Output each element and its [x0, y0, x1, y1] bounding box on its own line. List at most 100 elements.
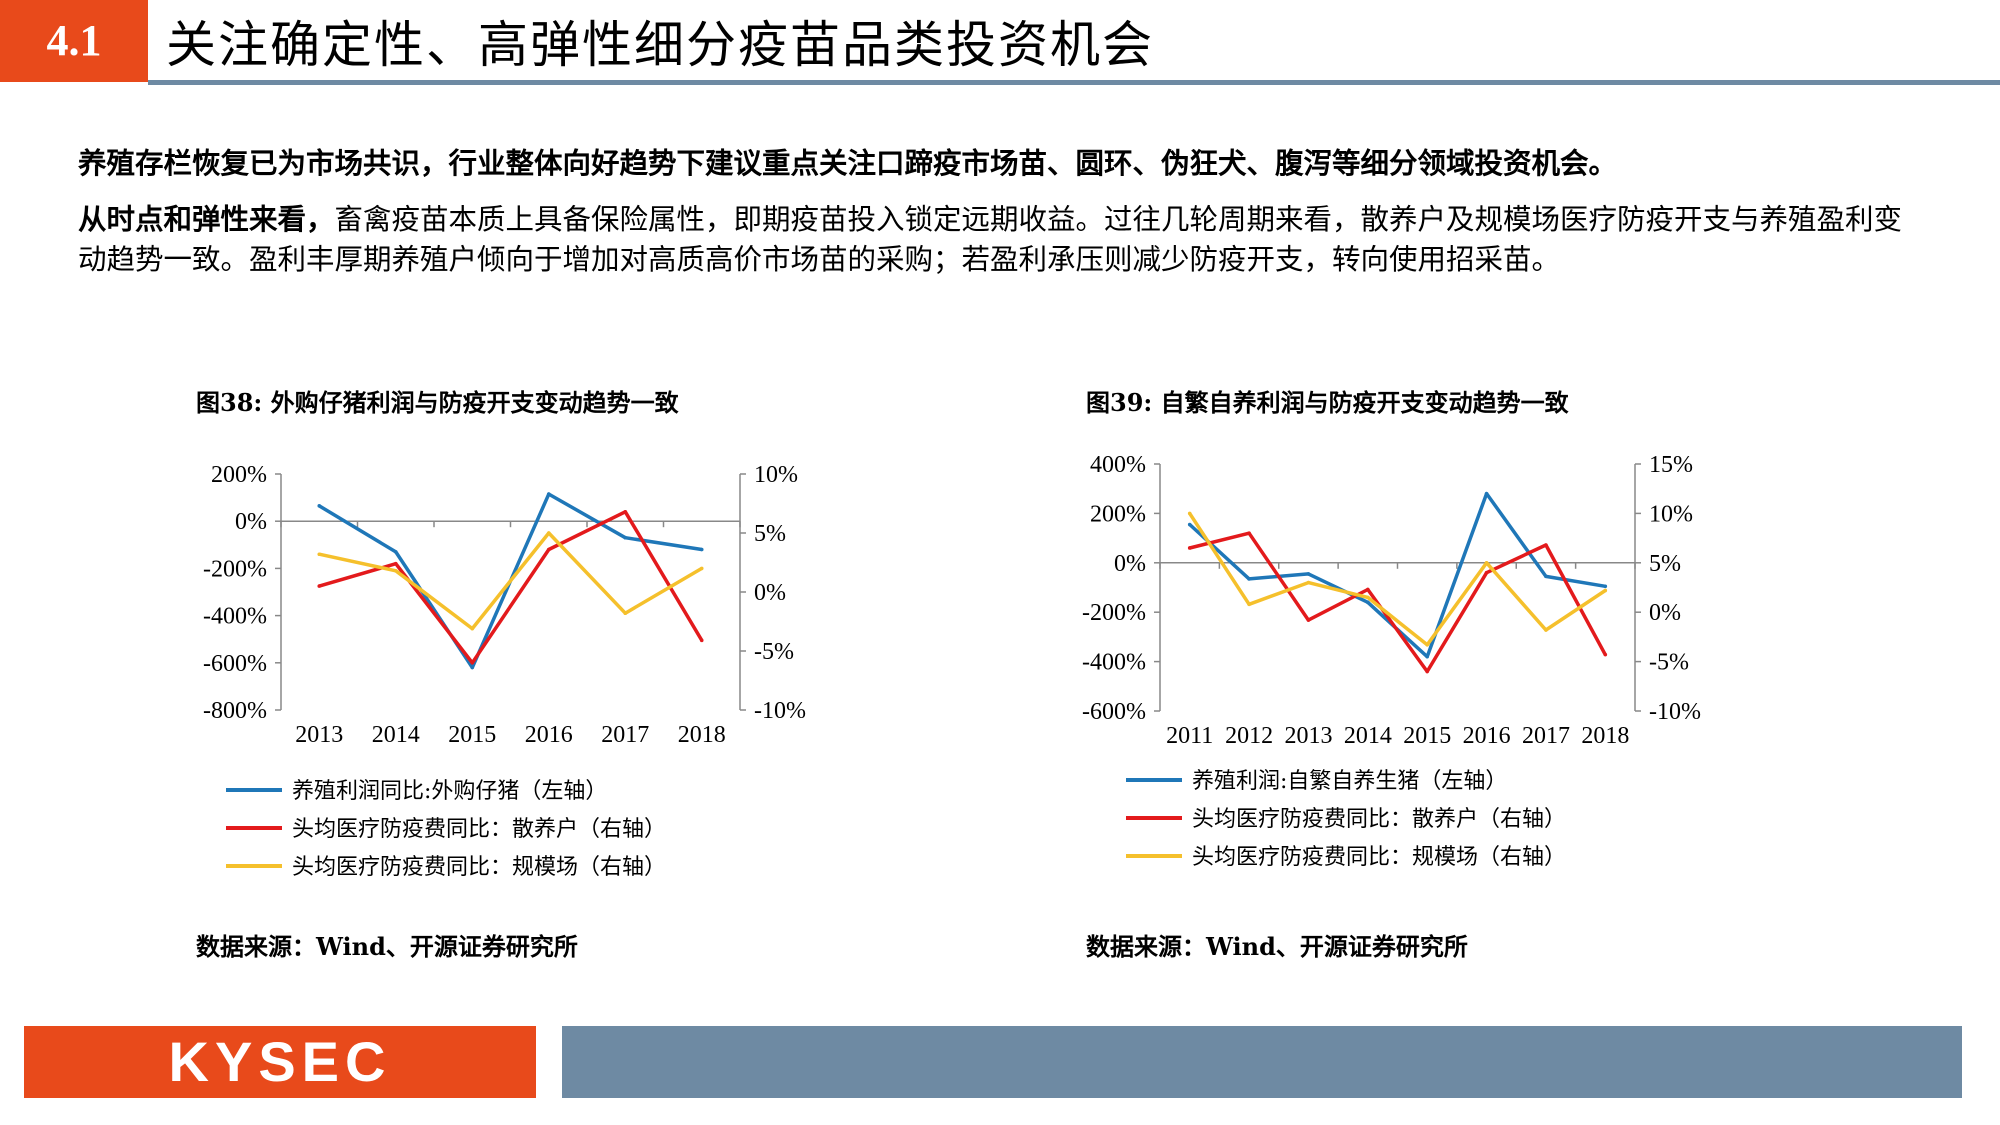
right-axis-tick-label: -5%	[1649, 650, 1689, 676]
series-3-point	[1306, 580, 1311, 585]
series-2-point	[623, 509, 628, 514]
series-2-point	[1187, 546, 1192, 550]
left-axis-tick-label: -400%	[1082, 650, 1146, 676]
series-line-3	[1188, 512, 1607, 647]
figure-39-chart: -600% -400% -200% 0% 200% 400% -10% -5% 0% 5% 10% 1…	[1082, 452, 1701, 870]
category-tick-label: 2012	[1225, 723, 1273, 749]
legend-label-1: 养殖利润同比:外购仔猪（左轴）	[292, 779, 607, 804]
right-axis-tick-label: -10%	[1649, 699, 1701, 725]
category-tick-label: 2016	[525, 722, 573, 748]
page-title: 关注确定性、高弹性细分疫苗品类投资机会	[166, 16, 1154, 74]
series-1-point	[546, 492, 551, 496]
category-tick-label: 2015	[1403, 723, 1451, 749]
series-3-point	[1247, 602, 1251, 607]
series-2-point	[546, 547, 551, 552]
series-1-point	[470, 665, 475, 670]
legend-label-3: 头均医疗防疫费同比：规模场（右轴）	[1192, 845, 1566, 870]
series-2-point	[1484, 570, 1489, 575]
series-3-point	[1544, 628, 1548, 632]
series-line-3	[318, 531, 703, 631]
category-tick-label: 2018	[678, 722, 726, 748]
series-3-point	[699, 566, 704, 571]
series-2-point	[1366, 587, 1370, 592]
series-2-point	[317, 584, 322, 588]
left-axis-tick-label: 400%	[1090, 452, 1146, 478]
series-1-point	[1306, 572, 1311, 576]
right-axis-tick-label: 5%	[1649, 551, 1681, 577]
left-axis-tick-label: -200%	[203, 556, 267, 582]
left-axis-tick-label: -600%	[203, 651, 267, 677]
series-3-point	[1484, 561, 1489, 565]
right-axis-tick-label: 15%	[1649, 452, 1693, 478]
series-2-point	[1306, 618, 1311, 622]
series-line-2	[1189, 531, 1607, 674]
detail-lead: 从时点和弹性来看，	[78, 202, 335, 236]
figure-39-source: 数据来源：Wind、开源证券研究所	[1086, 932, 1468, 961]
right-axis-tick-label: 10%	[754, 462, 798, 488]
series-2-point	[393, 561, 398, 566]
category-tick-label: 2013	[295, 722, 343, 748]
legend-label-3: 头均医疗防疫费同比：规模场（右轴）	[292, 855, 666, 880]
left-axis-tick-label: -800%	[203, 698, 267, 724]
series-1-point	[1484, 491, 1489, 496]
series-3-point	[1366, 595, 1370, 600]
figure-38-title: 图38: 外购仔猪利润与防疫开支变动趋势一致	[196, 388, 679, 417]
series-3-point	[1187, 511, 1192, 516]
footer-bar	[562, 1026, 1962, 1098]
category-tick-label: 2014	[1344, 723, 1392, 749]
series-2-point	[699, 638, 704, 643]
legend-label-2: 头均医疗防疫费同比：散养户（右轴）	[292, 817, 666, 842]
header-divider	[148, 80, 2000, 85]
figure-39-title: 图39: 自繁自养利润与防疫开支变动趋势一致	[1086, 388, 1569, 417]
series-3-point	[317, 552, 322, 557]
legend-label-2: 头均医疗防疫费同比：散养户（右轴）	[1192, 807, 1566, 832]
section-number: 4.1	[0, 0, 148, 82]
right-axis-tick-label: 5%	[754, 521, 786, 547]
series-1-point	[1603, 584, 1608, 589]
category-tick-label: 2016	[1463, 723, 1511, 749]
category-tick-label: 2017	[601, 722, 649, 748]
series-1-point	[1425, 654, 1429, 659]
figure-38-source: 数据来源：Wind、开源证券研究所	[196, 932, 578, 961]
left-axis-tick-label: 200%	[211, 462, 267, 488]
series-3-point	[546, 531, 551, 535]
left-axis-tick-label: 0%	[235, 509, 267, 535]
series-1-point	[699, 547, 704, 552]
category-tick-label: 2014	[372, 722, 420, 748]
series-3-point	[470, 626, 475, 631]
series-2-point	[1247, 531, 1251, 535]
category-tick-label: 2015	[448, 722, 496, 748]
series-3-point	[1603, 588, 1608, 593]
kysec-logo: KYSEC	[24, 1026, 536, 1098]
summary-paragraph: 养殖存栏恢复已为市场共识，行业整体向好趋势下建议重点关注口蹄疫市场苗、圆环、伪狂…	[78, 146, 1618, 180]
category-tick-label: 2018	[1581, 723, 1629, 749]
figure-38-chart: -800% -600% -400% -200% 0% 200% -10% -5% 0% 5% 10%…	[203, 462, 806, 880]
category-tick-label: 2013	[1284, 723, 1332, 749]
series-3-point	[623, 611, 628, 616]
category-tick-label: 2017	[1522, 723, 1570, 749]
series-2-point	[1425, 669, 1429, 674]
series-2-point	[1544, 543, 1548, 547]
series-2-point	[1603, 652, 1608, 657]
right-axis-tick-label: 0%	[754, 580, 786, 606]
legend-label-1: 养殖利润:自繁自养生猪（左轴）	[1192, 769, 1507, 794]
series-1-point	[317, 504, 322, 508]
left-axis-tick-label: -600%	[1082, 699, 1146, 725]
series-1-point	[1187, 522, 1192, 527]
series-1-point	[393, 550, 398, 554]
left-axis-tick-label: 200%	[1090, 501, 1146, 527]
right-axis-tick-label: -5%	[754, 639, 794, 665]
series-3-point	[1425, 643, 1429, 647]
right-axis-tick-label: 0%	[1649, 600, 1681, 626]
detail-paragraph: 从时点和弹性来看，畜禽疫苗本质上具备保险属性，即期疫苗投入锁定远期收益。过往几轮…	[78, 199, 1928, 280]
right-axis-tick-label: 10%	[1649, 501, 1693, 527]
left-axis-tick-label: -400%	[203, 604, 267, 630]
series-1-point	[623, 535, 628, 540]
category-tick-label: 2011	[1166, 723, 1213, 749]
series-line-2	[318, 510, 704, 665]
series-1-point	[1366, 600, 1370, 605]
left-axis-tick-label: -200%	[1082, 600, 1146, 626]
series-1-point	[1247, 577, 1251, 581]
right-axis-tick-label: -10%	[754, 698, 806, 724]
series-2-point	[470, 661, 475, 665]
